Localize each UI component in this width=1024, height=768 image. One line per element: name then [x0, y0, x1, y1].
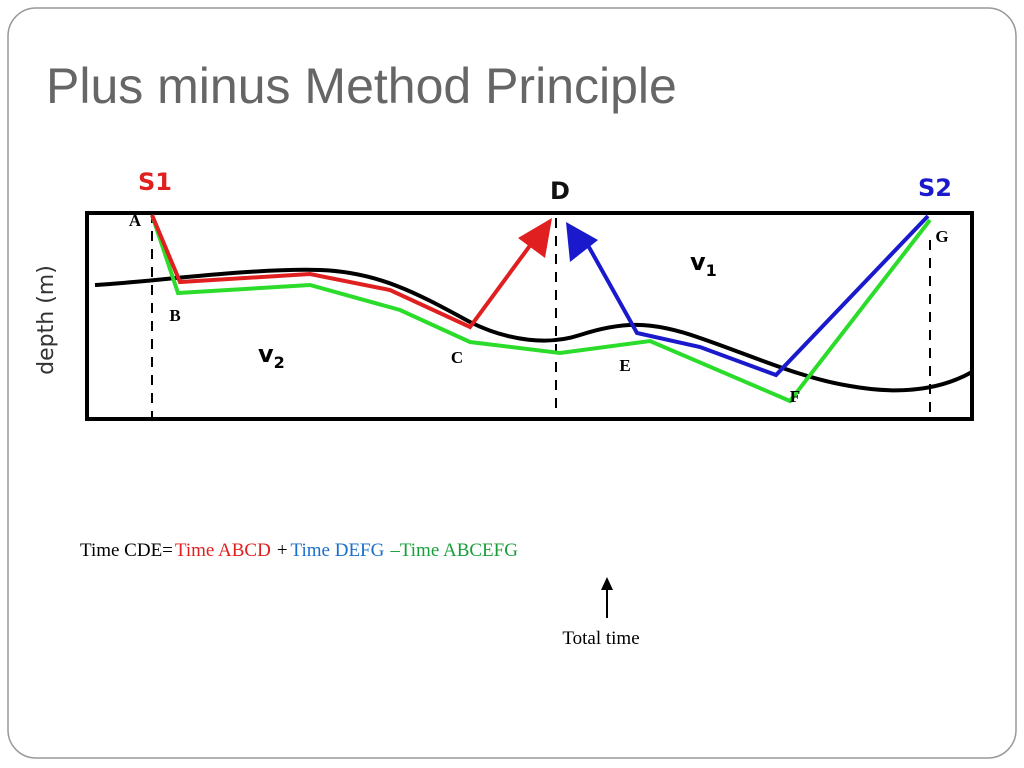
blue-path	[583, 214, 930, 378]
slide-title: Plus minus Method Principle	[46, 58, 677, 114]
point-label: B	[169, 306, 180, 325]
equation-operator: +	[277, 540, 288, 561]
point-label: G	[935, 227, 948, 246]
equation-term: Time ABCEFG	[400, 540, 518, 561]
layer-velocity: v1	[690, 248, 717, 280]
equation-lhs: Time CDE=	[80, 540, 173, 561]
red-arrowhead	[518, 218, 552, 258]
station-label: D	[550, 177, 570, 205]
annotation: Total time	[562, 628, 639, 649]
layer-velocity: v2	[258, 340, 285, 372]
diagram: S1 D S2 A B C E F G v1 v2 depth (m)	[34, 168, 974, 426]
station-label: S1	[138, 168, 172, 196]
equation-term: Time DEFG	[291, 540, 385, 561]
point-label: A	[129, 211, 142, 230]
point-label: E	[619, 356, 630, 375]
red-path	[150, 214, 542, 330]
green-path	[150, 214, 932, 404]
point-label: C	[451, 348, 463, 367]
velocity-symbol: v	[690, 248, 706, 276]
velocity-subscript: 1	[706, 261, 717, 280]
blue-arrowhead	[566, 222, 598, 262]
equation: Time CDE= Time ABCD + Time DEFG –Time ABCEFG	[80, 540, 518, 561]
velocity-subscript: 2	[274, 353, 285, 372]
equation-term: Time ABCD	[175, 540, 271, 561]
refractor-interface	[94, 267, 973, 393]
annotation-arrowhead	[601, 577, 613, 590]
velocity-symbol: v	[258, 340, 274, 368]
station-label: S2	[918, 174, 952, 202]
point-label: F	[790, 387, 800, 406]
axis-label: depth (m)	[34, 265, 59, 375]
equation-operator: –	[389, 540, 400, 561]
